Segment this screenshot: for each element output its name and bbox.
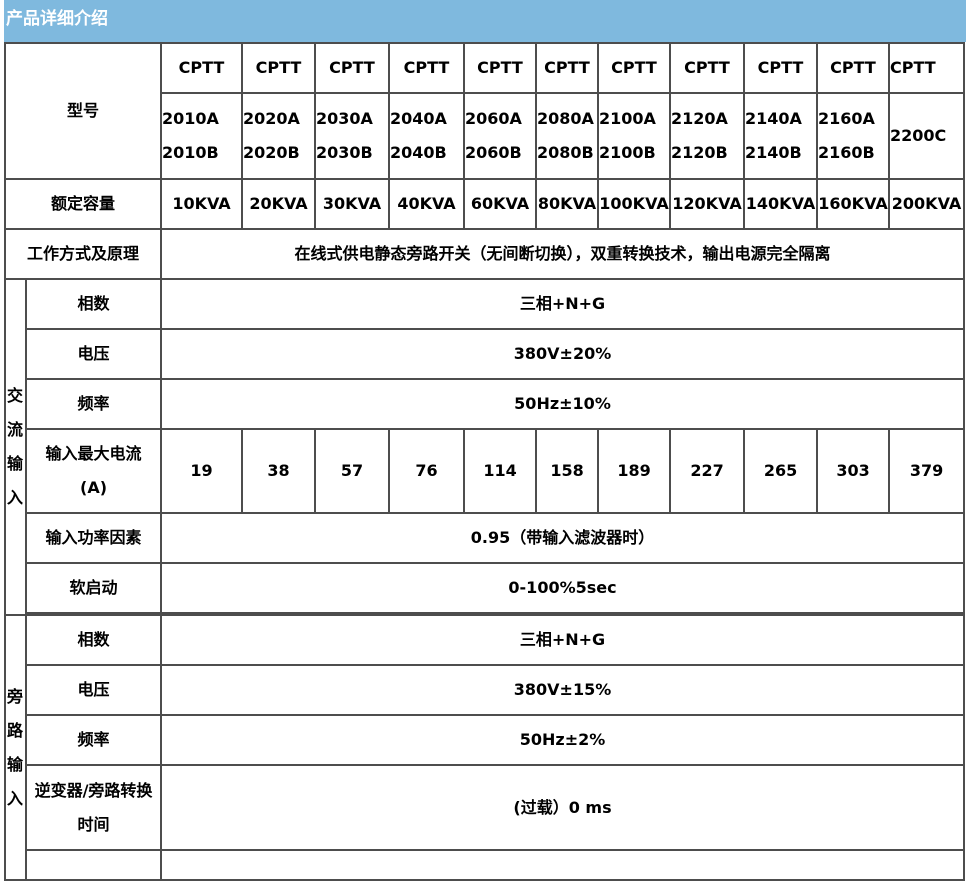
- ac-phase-value: 三相+N+G: [160, 278, 966, 330]
- ac-max-current-row: 输入最大电流 (A) 19 38 57 76 114 158 189 227 26…: [5, 428, 966, 514]
- model-cell: 2040A 2040B: [388, 92, 466, 180]
- current-cell: 38: [241, 428, 317, 514]
- model-label: 型号: [3, 42, 163, 180]
- series-cell: CPTT: [388, 42, 466, 94]
- current-cell: 114: [463, 428, 538, 514]
- bypass-phase-label: 相数: [24, 614, 163, 666]
- capacity-cell: 60KVA: [463, 178, 538, 230]
- ac-pf-value: 0.95（带输入滤波器时）: [160, 512, 966, 564]
- bypass-transfer-row: 逆变器/旁路转换 时间 (过载）0 ms: [5, 764, 966, 851]
- ac-voltage-value: 380V±20%: [160, 328, 966, 380]
- model-cell: 2060A 2060B: [463, 92, 538, 180]
- bypass-voltage-value: 380V±15%: [160, 664, 966, 716]
- model-row: 2010A 2010B 2020A 2020B 2030A 2030B 2040A 20…: [5, 92, 966, 180]
- bypass-freq-value: 50Hz±2%: [160, 714, 966, 766]
- model-cell: 2080A 2080B: [535, 92, 600, 180]
- spec-table: 型号 CPTT CPTT CPTT CPTT CPTT CPTT CPTT CP…: [3, 42, 966, 881]
- capacity-cell: 120KVA: [669, 178, 746, 230]
- series-cell: CPTT: [669, 42, 746, 94]
- bypass-voltage-label: 电压: [24, 664, 163, 716]
- current-cell: 379: [888, 428, 966, 514]
- bypass-transfer-value: (过载）0 ms: [160, 764, 966, 851]
- capacity-cell: 40KVA: [388, 178, 466, 230]
- model-cell: 2030A 2030B: [314, 92, 391, 180]
- current-cell: 303: [816, 428, 891, 514]
- current-cell: 189: [597, 428, 672, 514]
- bypass-transfer-label: 逆变器/旁路转换 时间: [24, 764, 163, 851]
- capacity-cell: 80KVA: [535, 178, 600, 230]
- series-cell: CPTT: [888, 42, 966, 94]
- ac-input-group-label: 交流输入: [4, 278, 27, 616]
- capacity-cell: 200KVA: [888, 178, 966, 230]
- ac-soft-start-value: 0-100%5sec: [160, 562, 966, 614]
- bypass-voltage-row: 电压 380V±15%: [5, 664, 966, 716]
- ac-freq-value: 50Hz±10%: [160, 378, 966, 430]
- ac-soft-start-label: 软启动: [24, 562, 163, 614]
- bypass-freq-row: 频率 50Hz±2%: [5, 714, 966, 766]
- model-cell: 2140A 2140B: [743, 92, 819, 180]
- series-cell: CPTT: [597, 42, 672, 94]
- capacity-cell: 30KVA: [314, 178, 391, 230]
- model-cell: 2120A 2120B: [669, 92, 746, 180]
- ac-freq-label: 频率: [24, 378, 163, 430]
- current-cell: 57: [314, 428, 391, 514]
- series-cell: CPTT: [160, 42, 244, 94]
- series-cell: CPTT: [743, 42, 819, 94]
- ac-max-current-label: 输入最大电流 (A): [24, 428, 163, 514]
- model-cell: 2200C: [888, 92, 966, 180]
- current-cell: 227: [669, 428, 746, 514]
- capacity-cell: 100KVA: [597, 178, 672, 230]
- current-cell: 76: [388, 428, 466, 514]
- bypass-input-group-label: 旁路输入: [4, 614, 27, 881]
- model-cell: 2010A 2010B: [160, 92, 244, 180]
- model-cell: 2100A 2100B: [597, 92, 672, 180]
- bypass-phase-value: 三相+N+G: [160, 614, 966, 666]
- mode-label: 工作方式及原理: [3, 228, 163, 280]
- current-cell: 158: [535, 428, 600, 514]
- capacity-cell: 10KVA: [160, 178, 244, 230]
- ac-soft-start-row: 软启动 0-100%5sec: [5, 562, 966, 614]
- ac-pf-label: 输入功率因素: [24, 512, 163, 564]
- section-title: 产品详细介绍: [4, 0, 966, 42]
- ac-freq-row: 频率 50Hz±10%: [5, 378, 966, 430]
- bypass-phase-row: 旁路输入 相数 三相+N+G: [4, 614, 966, 881]
- capacity-row: 额定容量 10KVA 20KVA 30KVA 40KVA 60KVA 80KVA…: [3, 178, 966, 230]
- ac-phase-label: 相数: [24, 278, 163, 330]
- series-cell: CPTT: [535, 42, 600, 94]
- current-cell: 19: [160, 428, 244, 514]
- capacity-cell: 20KVA: [241, 178, 317, 230]
- series-row: 型号 CPTT CPTT CPTT CPTT CPTT CPTT CPTT CP…: [3, 42, 966, 180]
- mode-value: 在线式供电静态旁路开关（无间断切换），双重转换技术，输出电源完全隔离: [160, 228, 966, 280]
- series-cell: CPTT: [241, 42, 317, 94]
- capacity-label: 额定容量: [3, 178, 163, 230]
- bypass-freq-label: 频率: [24, 714, 163, 766]
- mode-row: 工作方式及原理 在线式供电静态旁路开关（无间断切换），双重转换技术，输出电源完全…: [3, 228, 966, 280]
- series-cell: CPTT: [463, 42, 538, 94]
- current-cell: 265: [743, 428, 819, 514]
- ac-phase-row: 交流输入 相数 三相+N+G: [4, 278, 966, 616]
- series-cell: CPTT: [314, 42, 391, 94]
- model-cell: 2160A 2160B: [816, 92, 891, 180]
- next-row: [5, 849, 966, 881]
- model-cell: 2020A 2020B: [241, 92, 317, 180]
- series-cell: CPTT: [816, 42, 891, 94]
- capacity-cell: 140KVA: [743, 178, 819, 230]
- capacity-cell: 160KVA: [816, 178, 891, 230]
- ac-pf-row: 输入功率因素 0.95（带输入滤波器时）: [5, 512, 966, 564]
- ac-voltage-row: 电压 380V±20%: [5, 328, 966, 380]
- ac-voltage-label: 电压: [24, 328, 163, 380]
